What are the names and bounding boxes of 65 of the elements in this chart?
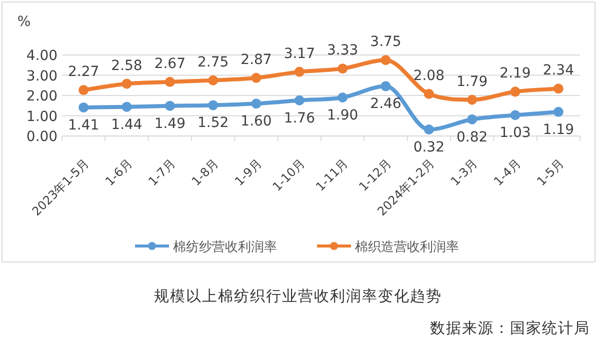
data-label: 1.60 bbox=[240, 114, 272, 130]
y-tick-label: 0.00 bbox=[26, 129, 58, 145]
point bbox=[78, 102, 89, 112]
data-label: 2.19 bbox=[500, 66, 531, 82]
text: 规模以上棉纺织行业营收利润率变化趋势 bbox=[154, 287, 442, 305]
data-label: 0.82 bbox=[456, 129, 488, 146]
point bbox=[338, 92, 348, 103]
point bbox=[208, 75, 218, 86]
source-note: 数据来源：国家统计局 bbox=[430, 319, 590, 337]
y-tick-label: 3.00 bbox=[26, 68, 58, 84]
data-label: 2.58 bbox=[111, 58, 142, 74]
point bbox=[251, 72, 262, 83]
data-label: 1.79 bbox=[456, 74, 488, 90]
x-tick-label: 1-8月 bbox=[188, 156, 222, 188]
x-tick-label: 1-4月 bbox=[491, 156, 524, 188]
data-label: 2.27 bbox=[68, 64, 100, 80]
data-label: 1.19 bbox=[542, 122, 574, 138]
y-axis-title: % bbox=[17, 14, 31, 30]
data-label: 1.41 bbox=[68, 117, 100, 134]
point bbox=[380, 55, 391, 66]
data-label: 3.17 bbox=[284, 46, 315, 62]
data-label: 1.90 bbox=[327, 108, 358, 124]
point bbox=[294, 66, 304, 77]
point bbox=[251, 98, 262, 109]
x-tick-label: 1-5月 bbox=[534, 156, 567, 188]
point bbox=[294, 95, 304, 106]
point bbox=[424, 88, 434, 99]
point bbox=[424, 124, 434, 135]
point bbox=[510, 86, 520, 97]
point bbox=[78, 85, 89, 96]
data-label: 2.67 bbox=[154, 56, 186, 72]
y-tick-label: 2.00 bbox=[26, 88, 58, 104]
data-label: 1.49 bbox=[154, 116, 186, 132]
point bbox=[380, 81, 391, 92]
x-tick-label: 1-6月 bbox=[102, 156, 135, 188]
data-label: 3.75 bbox=[370, 34, 402, 50]
data-label: 0.32 bbox=[413, 140, 444, 156]
data-label: 2.46 bbox=[370, 96, 402, 112]
data-label: 3.33 bbox=[327, 42, 358, 59]
data-label: 2.34 bbox=[542, 62, 574, 79]
point bbox=[467, 114, 478, 124]
point bbox=[338, 64, 348, 74]
data-label: 1.52 bbox=[198, 115, 229, 132]
x-tick-label: 1-9月 bbox=[232, 156, 264, 188]
x-tick-label: 1-7月 bbox=[146, 156, 178, 188]
point bbox=[122, 78, 132, 89]
legend-label: 棉纺纱营收利润率 bbox=[173, 239, 277, 255]
data-label: 1.03 bbox=[500, 125, 531, 142]
point bbox=[164, 76, 175, 87]
data-label: 2.87 bbox=[240, 52, 272, 68]
point bbox=[510, 110, 520, 120]
point bbox=[122, 102, 132, 112]
legend-label: 棉织造营收利润率 bbox=[355, 239, 459, 255]
y-tick-label: 1.00 bbox=[26, 108, 58, 125]
point bbox=[553, 84, 564, 94]
y-tick-label: 4.00 bbox=[26, 48, 58, 64]
data-label: 1.76 bbox=[284, 110, 315, 126]
point bbox=[553, 106, 564, 117]
point bbox=[467, 94, 478, 105]
x-tick-label: 1-3月 bbox=[448, 156, 480, 188]
point bbox=[208, 100, 218, 110]
data-label: 1.44 bbox=[111, 116, 142, 133]
point bbox=[164, 100, 175, 111]
data-label: 2.08 bbox=[413, 68, 444, 84]
data-label: 2.75 bbox=[198, 54, 229, 70]
